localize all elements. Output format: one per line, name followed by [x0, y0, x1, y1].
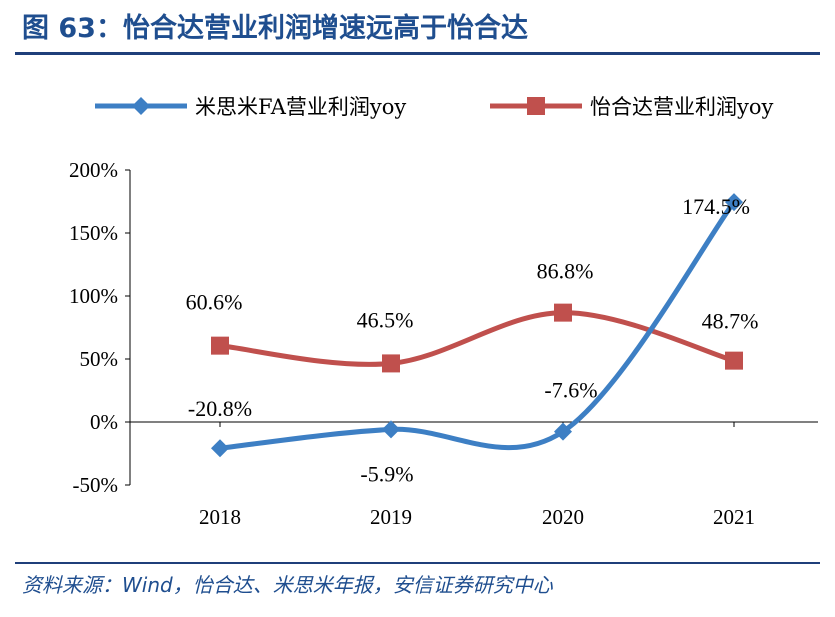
legend-marker-diamond — [132, 97, 150, 115]
x-tick-label: 2019 — [370, 505, 412, 529]
y-tick-label: 100% — [69, 284, 118, 308]
legend-marker-square — [527, 97, 545, 115]
y-tick-label: 200% — [69, 158, 118, 182]
series-line-misumi — [217, 199, 737, 451]
data-point-square — [725, 351, 743, 370]
legend: 米思米FA营业利润yoy 怡合达营业利润yoy — [95, 95, 774, 119]
data-labels: 60.6% 46.5% 86.8% 48.7% -20.8% -5.9% -7.6% 174.… — [186, 194, 759, 486]
series-lines — [217, 199, 737, 451]
line-chart: 米思米FA营业利润yoy 怡合达营业利润yoy 200% 150% 100% 50% 0%… — [69, 95, 818, 529]
data-label: 46.5% — [357, 307, 414, 332]
data-point-diamond — [211, 439, 229, 458]
x-tick-label: 2021 — [713, 505, 755, 529]
title-divider — [15, 52, 820, 55]
data-label: -5.9% — [360, 461, 413, 486]
y-tick-label: 50% — [80, 347, 119, 371]
axes: 200% 150% 100% 50% 0% -50% 2018 2019 2020 2021 — [69, 158, 818, 529]
chart-title: 图 63：怡合达营业利润增速远高于怡合达 — [22, 13, 528, 44]
data-point-diamond — [554, 422, 572, 441]
data-label: 174.5% — [682, 194, 750, 219]
data-point-diamond — [382, 420, 400, 439]
x-tick-label: 2020 — [542, 505, 584, 529]
data-label: 60.6% — [186, 290, 243, 315]
series-line-yiheda — [217, 310, 737, 367]
series-markers — [211, 193, 743, 458]
data-label: -7.6% — [544, 378, 597, 403]
data-label: -20.8% — [188, 396, 252, 421]
y-tick-label: -50% — [73, 473, 119, 497]
y-tick-label: 150% — [69, 221, 118, 245]
source-divider — [15, 562, 820, 564]
x-tick-label: 2018 — [199, 505, 241, 529]
y-tick-label: 0% — [90, 410, 118, 434]
data-point-square — [211, 336, 229, 355]
data-point-square — [554, 303, 572, 322]
data-label: 48.7% — [702, 309, 759, 334]
data-point-square — [382, 354, 400, 373]
source-note: 资料来源：Wind，怡合达、米思米年报，安信证券研究中心 — [22, 573, 553, 597]
legend-label: 怡合达营业利润yoy — [590, 95, 774, 119]
legend-label: 米思米FA营业利润yoy — [195, 95, 406, 119]
data-point-diamond — [725, 193, 743, 212]
data-label: 86.8% — [537, 259, 594, 284]
